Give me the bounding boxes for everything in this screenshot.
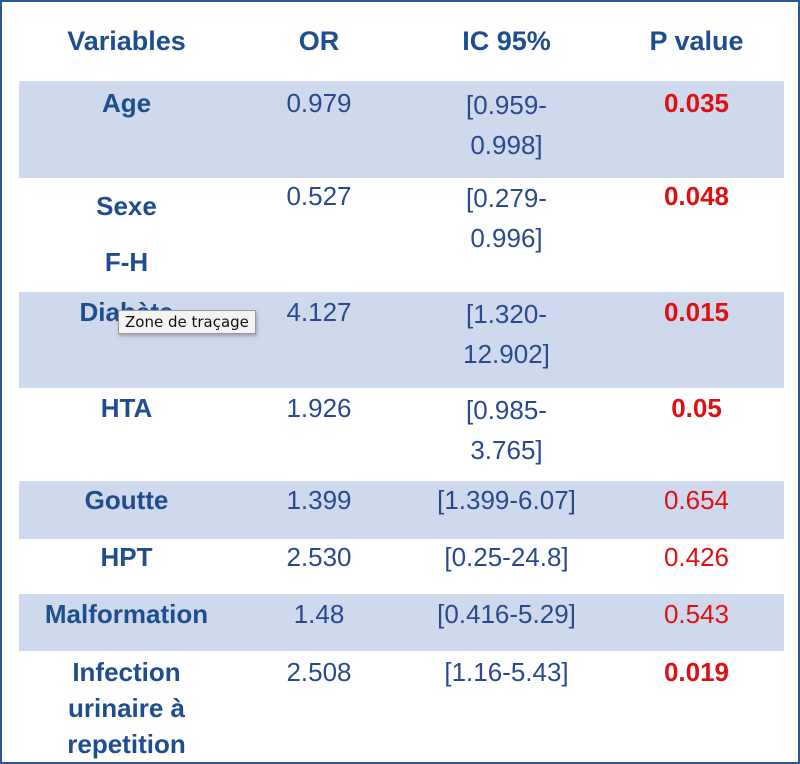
table-row: HPT 2.530 [0.25-24.8] 0.426 (19, 539, 784, 594)
table-row: Infection urinaire à repetition 2.508 [1.16-… (19, 651, 784, 762)
cell-ic-line: [0.25-24.8] (444, 542, 569, 572)
cell-variable: Sexe F-H (19, 178, 234, 290)
cell-variable: Malformation (19, 596, 234, 632)
table-row: Goutte 1.399 [1.399-6.07] 0.654 (19, 481, 784, 539)
cell-or: 1.399 (286, 485, 352, 515)
cell-ic: [0.985- 3.765] (404, 390, 609, 470)
cell-or: 2.530 (286, 542, 352, 572)
cell-variable-line: Age (101, 88, 152, 118)
cell-variable-line: Goutte (84, 485, 169, 515)
cell-variable: HPT (19, 539, 234, 575)
cell-variable: HTA (19, 390, 234, 426)
cell-variable-line: HPT (100, 542, 153, 572)
cell-ic-line: [0.985- (466, 395, 547, 425)
cell-p-value: 0.543 (663, 599, 730, 629)
cell-ic-line: [1.399-6.07] (437, 485, 576, 515)
cell-variable: Age (19, 85, 234, 121)
cell-p-value: 0.048 (663, 181, 730, 211)
table-header: Variables OR IC 95% P value (19, 5, 784, 81)
cell-variable: Goutte (19, 482, 234, 518)
header-or: OR (298, 26, 340, 56)
cell-or: 1.926 (286, 393, 352, 423)
cell-or: 0.527 (286, 181, 352, 211)
cell-ic: [0.416-5.29] (404, 596, 609, 632)
cell-ic-line: [0.416-5.29] (437, 599, 576, 629)
cell-variable-line: F-H (104, 247, 149, 277)
cell-variable: Infection urinaire à repetition (19, 654, 234, 762)
table-row: Sexe F-H 0.527 [0.279- 0.996] 0.048 (19, 178, 784, 292)
cell-ic-line: [0.279- (466, 183, 547, 213)
table-row: Malformation 1.48 [0.416-5.29] 0.543 (19, 594, 784, 651)
cell-or: 0.979 (286, 88, 352, 118)
cell-ic-line: [0.959- (466, 90, 547, 120)
header-ic: IC 95% (462, 26, 551, 56)
table-row: Age 0.979 [0.959- 0.998] 0.035 (19, 81, 784, 178)
cell-p-value: 0.019 (663, 657, 730, 687)
header-variables: Variables (67, 26, 186, 56)
cell-ic: [1.16-5.43] (404, 654, 609, 690)
cell-ic-line: 3.765] (470, 435, 543, 465)
cell-ic-line: 0.998] (470, 130, 543, 160)
cell-ic: [0.279- 0.996] (404, 178, 609, 258)
cell-ic: [0.25-24.8] (404, 539, 609, 575)
cell-p-value: 0.654 (663, 485, 730, 515)
cell-ic-line: 12.902] (463, 339, 550, 369)
cell-ic: [1.320- 12.902] (404, 294, 609, 374)
cell-ic-line: 0.996] (470, 223, 543, 253)
cell-p-value: 0.015 (663, 297, 730, 327)
table-row: Diabète4.127[1.320-12.902]0.015 (19, 292, 784, 388)
cell-variable-line: Malformation (44, 599, 209, 629)
cell-ic: [0.959- 0.998] (404, 85, 609, 165)
cell-or: 1.48 (293, 599, 345, 629)
cell-ic-line: [1.16-5.43] (444, 657, 569, 687)
cell-variable-line: urinaire à (67, 693, 186, 723)
header-p-value: P value (649, 26, 744, 56)
cell-or: 2.508 (286, 657, 352, 687)
cell-ic: [1.399-6.07] (404, 482, 609, 518)
table-row: HTA 1.926 [0.985- 3.765] 0.05 (19, 388, 784, 481)
results-table: Variables OR IC 95% P value Age 0.979 [0.9… (19, 5, 784, 762)
tooltip: Zone de traçage (118, 310, 256, 334)
cell-variable-line: Infection (72, 657, 181, 687)
cell-p-value: 0.035 (663, 88, 730, 118)
cell-p-value: 0.426 (663, 542, 730, 572)
cell-variable-line: HTA (100, 393, 153, 423)
cell-variable-line: repetition (67, 729, 186, 759)
cell-ic-line: [1.320- (466, 299, 547, 329)
cell-p-value: 0.05 (671, 393, 722, 423)
cell-variable-line: Sexe (96, 191, 157, 221)
cell-or: 4.127 (286, 297, 352, 327)
